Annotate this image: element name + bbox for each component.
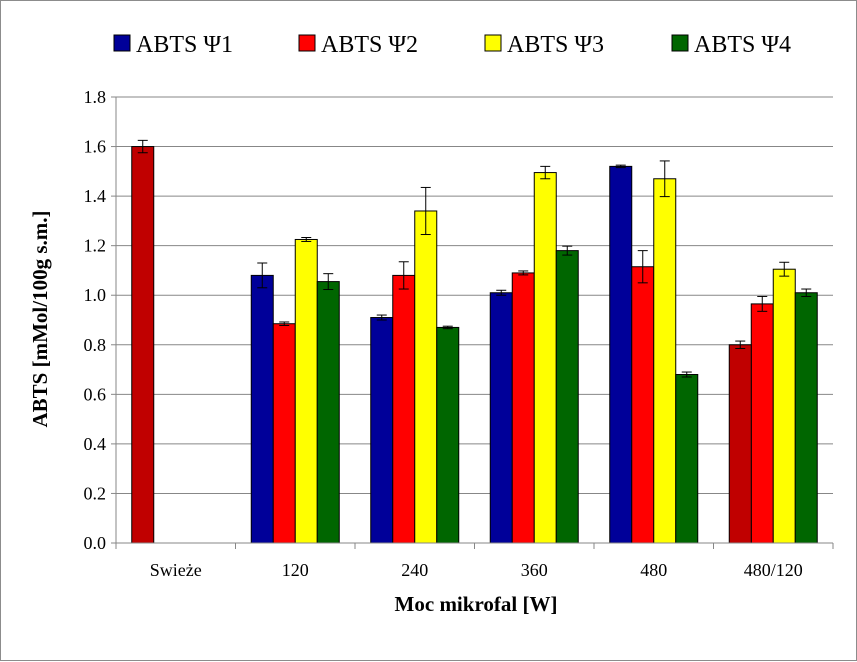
- y-tick-label: 1.0: [84, 285, 107, 305]
- y-tick-label: 1.6: [84, 137, 107, 157]
- bar: [772, 268, 796, 544]
- legend-label: ABTS Ψ1: [136, 32, 233, 58]
- bar: [750, 303, 774, 544]
- legend-swatch: [298, 34, 316, 52]
- y-tick-label: 0.6: [84, 384, 107, 404]
- gridlines: [116, 96, 833, 494]
- y-tick-label: 1.4: [84, 186, 107, 206]
- y-tick-label: 0.8: [84, 335, 107, 355]
- bars: [131, 139, 818, 544]
- bar: [653, 178, 677, 544]
- bar: [533, 172, 557, 544]
- axes: 0.0 0.2 0.4 0.6 0.8 1.0 1.2 1.4 1.6 1.8 Swieże 120 2…: [84, 87, 834, 580]
- bar: [794, 292, 818, 544]
- bar: [631, 266, 655, 544]
- x-axis-title: Moc mikrofal [W]: [395, 592, 558, 616]
- bar: [250, 274, 274, 544]
- x-tick-label: Swieże: [150, 560, 202, 580]
- legend-label: ABTS Ψ4: [694, 32, 791, 58]
- y-tick-label: 1.8: [84, 87, 107, 107]
- y-axis-title: ABTS [mMol/100g s.m.]: [28, 211, 52, 428]
- bar: [392, 274, 416, 544]
- bar: [511, 272, 535, 544]
- bar: [131, 146, 155, 544]
- legend-swatch: [484, 34, 502, 52]
- y-tick-label: 0.0: [84, 533, 107, 553]
- x-tick-label: 480: [640, 560, 667, 580]
- x-tick-label: 240: [401, 560, 428, 580]
- y-tick-label: 0.2: [84, 483, 107, 503]
- bar: [728, 344, 752, 544]
- bar: [272, 323, 296, 544]
- legend-label: ABTS Ψ2: [321, 32, 418, 58]
- bar: [555, 250, 579, 544]
- legend-swatch: [671, 34, 689, 52]
- bar: [675, 374, 699, 544]
- x-tick-label: 480/120: [744, 560, 803, 580]
- y-tick-label: 0.4: [84, 434, 107, 454]
- bar: [436, 326, 460, 544]
- bar: [316, 281, 340, 544]
- bar: [370, 317, 394, 544]
- x-tick-label: 360: [521, 560, 548, 580]
- bar: [294, 238, 318, 544]
- legend: ABTS Ψ1 ABTS Ψ2 ABTS Ψ3 ABTS Ψ4: [113, 32, 791, 58]
- bar: [489, 292, 513, 544]
- legend-label: ABTS Ψ3: [507, 32, 604, 58]
- bar: [609, 165, 633, 544]
- y-tick-label: 1.2: [84, 236, 107, 256]
- x-tick-label: 120: [282, 560, 309, 580]
- legend-swatch: [113, 34, 131, 52]
- bar: [414, 210, 438, 544]
